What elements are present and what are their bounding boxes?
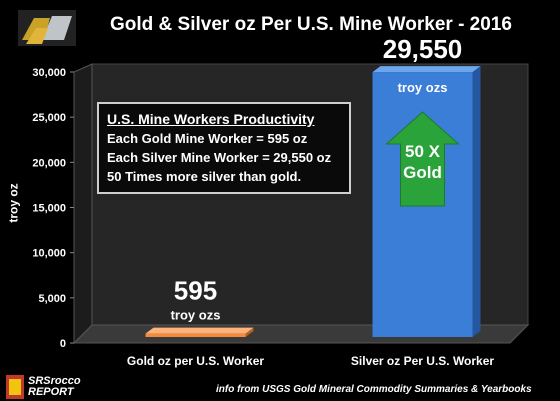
info-box-line-silver: Each Silver Mine Worker = 29,550 oz — [107, 150, 332, 165]
brand-line-1: SRSrocco — [28, 375, 81, 387]
gold-silver-bars-logo — [18, 10, 76, 46]
y-tick-label: 15,000 — [32, 203, 66, 215]
x-category-label: Silver oz Per U.S. Worker — [351, 354, 494, 368]
y-tick-label: 10,000 — [32, 248, 66, 260]
arrow-label-metal: Gold — [403, 163, 442, 182]
data-label-unit: troy ozs — [171, 308, 221, 323]
bar-gold — [145, 333, 246, 337]
srsrocco-badge-icon — [6, 375, 24, 399]
data-label-unit: troy ozs — [398, 80, 448, 95]
y-tick-label: 25,000 — [32, 112, 66, 124]
productivity-info-box: U.S. Mine Workers Productivity Each Gold… — [97, 102, 351, 194]
y-tick-label: 0 — [60, 338, 66, 350]
bar-gold-top — [145, 327, 254, 334]
srsrocco-report-logo: SRSrocco REPORT — [6, 372, 86, 400]
data-label-value: 29,550 — [383, 34, 463, 64]
chart-title: Gold & Silver oz Per U.S. Mine Worker - … — [110, 14, 512, 35]
x-category-label: Gold oz per U.S. Worker — [127, 354, 264, 368]
source-note: info from USGS Gold Mineral Commodity Su… — [216, 384, 532, 395]
arrow-label-ratio: 50 X — [405, 142, 441, 161]
info-box-line-ratio: 50 Times more silver than gold. — [107, 169, 302, 184]
data-label-value: 595 — [174, 276, 217, 306]
y-tick-label: 5,000 — [38, 293, 66, 305]
y-tick-label: 20,000 — [32, 157, 66, 169]
info-box-heading: U.S. Mine Workers Productivity — [107, 111, 315, 127]
info-box-line-gold: Each Gold Mine Worker = 595 oz — [107, 131, 308, 146]
y-tick-label: 30,000 — [32, 67, 66, 79]
bar-silver-side — [472, 66, 481, 337]
up-arrow-icon — [385, 111, 460, 207]
brand-line-2: REPORT — [28, 386, 74, 398]
bar-silver-top — [372, 66, 481, 73]
plot-side-wall — [73, 63, 93, 345]
bar-gold-side — [245, 327, 254, 337]
